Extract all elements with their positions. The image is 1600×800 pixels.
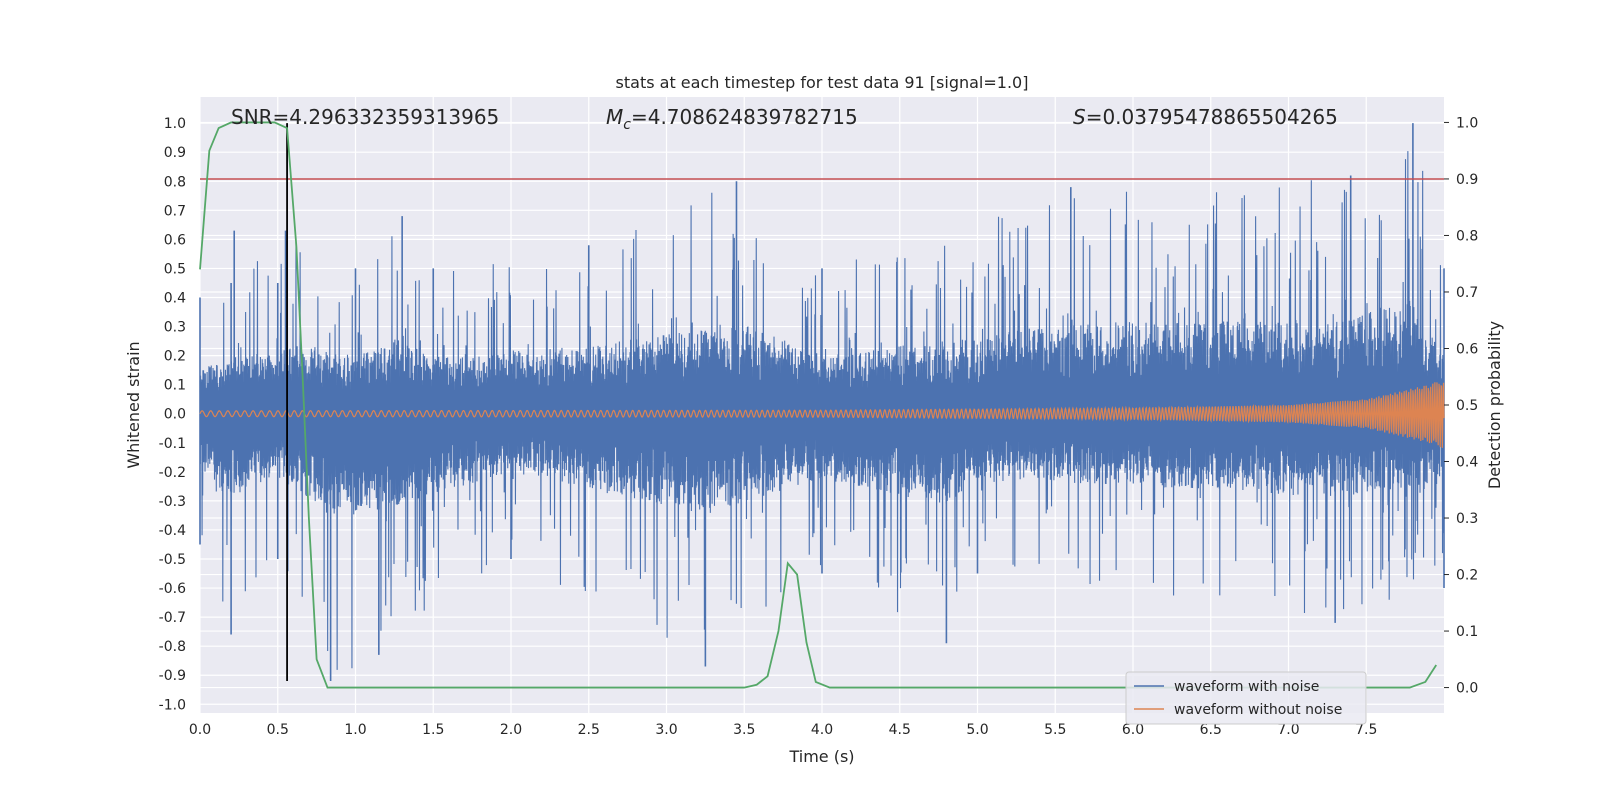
chirp-mass-value: =4.708624839782715 bbox=[631, 105, 858, 129]
y-tick-label: -0.9 bbox=[159, 668, 186, 684]
s-symbol: S bbox=[1073, 105, 1086, 129]
x-axis-label: Time (s) bbox=[788, 747, 854, 766]
x-tick-label: 0.0 bbox=[189, 722, 211, 738]
x-tick-label: 4.5 bbox=[889, 722, 911, 738]
probability-line bbox=[199, 121, 1437, 689]
x-tick-label: 6.5 bbox=[1200, 722, 1222, 738]
chirp-mass-annotation: Mc=4.708624839782715 bbox=[606, 105, 858, 133]
y2-tick-label: 0.7 bbox=[1456, 285, 1478, 301]
x-tick-label: 0.5 bbox=[267, 722, 289, 738]
y-tick-label: -0.8 bbox=[159, 639, 186, 655]
y-tick-label: -1.0 bbox=[159, 697, 186, 713]
x-tick-label: 5.5 bbox=[1044, 722, 1066, 738]
legend-label-noise: waveform with noise bbox=[1174, 679, 1319, 695]
legend-label-clean: waveform without noise bbox=[1174, 702, 1342, 718]
x-tick-label: 2.0 bbox=[500, 722, 522, 738]
y-tick-label: 0.7 bbox=[164, 203, 186, 219]
y-tick-label: 0.3 bbox=[164, 320, 186, 336]
x-tick-label: 4.0 bbox=[811, 722, 833, 738]
x-tick-label: 7.5 bbox=[1355, 722, 1377, 738]
overlays bbox=[199, 121, 1444, 689]
chart-title: stats at each timestep for test data 91 … bbox=[616, 73, 1029, 92]
y2-tick-label: 0.1 bbox=[1456, 624, 1478, 640]
x-tick-label: 6.0 bbox=[1122, 722, 1144, 738]
y-tick-label: 0.9 bbox=[164, 145, 186, 161]
y-tick-label: 0.1 bbox=[164, 378, 186, 394]
y-tick-label: 1.0 bbox=[164, 116, 186, 132]
y-tick-label: -0.3 bbox=[159, 494, 186, 510]
x-tick-label: 7.0 bbox=[1277, 722, 1299, 738]
s-value: =0.03795478865504265 bbox=[1086, 105, 1338, 129]
legend-box bbox=[1125, 671, 1367, 725]
y-ticks: 1.0 0.9 0.8 0.7 0.6 0.5 0.4 0.3 0.2 0.1 0.0 -0.1 -0.… bbox=[159, 116, 186, 713]
chirp-mass-subscript: c bbox=[623, 117, 631, 133]
x-tick-label: 1.0 bbox=[344, 722, 366, 738]
x-tick-label: 1.5 bbox=[422, 722, 444, 738]
y-tick-label: 0.8 bbox=[164, 174, 186, 190]
chirp-mass-symbol: M bbox=[606, 105, 623, 129]
y-tick-label: 0.0 bbox=[164, 407, 186, 423]
y-tick-label: -0.7 bbox=[159, 610, 186, 626]
x-tick-label: 5.0 bbox=[966, 722, 988, 738]
y2-tick-label: 0.6 bbox=[1456, 341, 1478, 357]
y-tick-label: -0.4 bbox=[159, 523, 186, 539]
y-tick-label: -0.6 bbox=[159, 581, 186, 597]
legend: waveform with noise waveform without noi… bbox=[1125, 671, 1367, 725]
clean-waveform-line bbox=[199, 382, 1445, 448]
x-ticks: 0.0 0.5 1.0 1.5 2.0 2.5 3.0 3.5 4.0 4.5 5.0 5.5 6.0 6… bbox=[189, 722, 1378, 738]
x-tick-label: 3.5 bbox=[733, 722, 755, 738]
y-tick-label: -0.5 bbox=[159, 552, 186, 568]
y2-tick-label: 0.3 bbox=[1456, 511, 1478, 527]
y-tick-label: -0.2 bbox=[159, 465, 186, 481]
y-tick-label: 0.6 bbox=[164, 232, 186, 248]
y2-tick-label: 0.4 bbox=[1456, 455, 1478, 471]
noise-series bbox=[199, 123, 1445, 682]
y-tick-label: 0.2 bbox=[164, 349, 186, 365]
y-tick-label: 0.4 bbox=[164, 290, 186, 306]
y-axis-label: Whitened strain bbox=[124, 341, 143, 468]
x-tick-label: 3.0 bbox=[655, 722, 677, 738]
y-tick-label: 0.5 bbox=[164, 261, 186, 277]
snr-annotation: SNR=4.296332359313965 bbox=[231, 105, 499, 129]
y2-ticks: 1.0 0.9 0.8 0.7 0.6 0.5 0.4 0.3 0.2 0.1 0.0 bbox=[1444, 115, 1478, 697]
y2-tick-label: 0.0 bbox=[1456, 681, 1478, 697]
y-tick-label: -0.1 bbox=[159, 436, 186, 452]
y2-tick-label: 0.5 bbox=[1456, 398, 1478, 414]
s-annotation: S=0.03795478865504265 bbox=[1073, 105, 1338, 129]
y2-tick-label: 0.8 bbox=[1456, 228, 1478, 244]
y2-tick-label: 1.0 bbox=[1456, 115, 1478, 131]
y2-tick-label: 0.9 bbox=[1456, 172, 1478, 188]
y2-axis-label: Detection probability bbox=[1485, 321, 1504, 489]
y2-tick-label: 0.2 bbox=[1456, 568, 1478, 584]
x-tick-label: 2.5 bbox=[578, 722, 600, 738]
chirp-series bbox=[199, 382, 1445, 448]
